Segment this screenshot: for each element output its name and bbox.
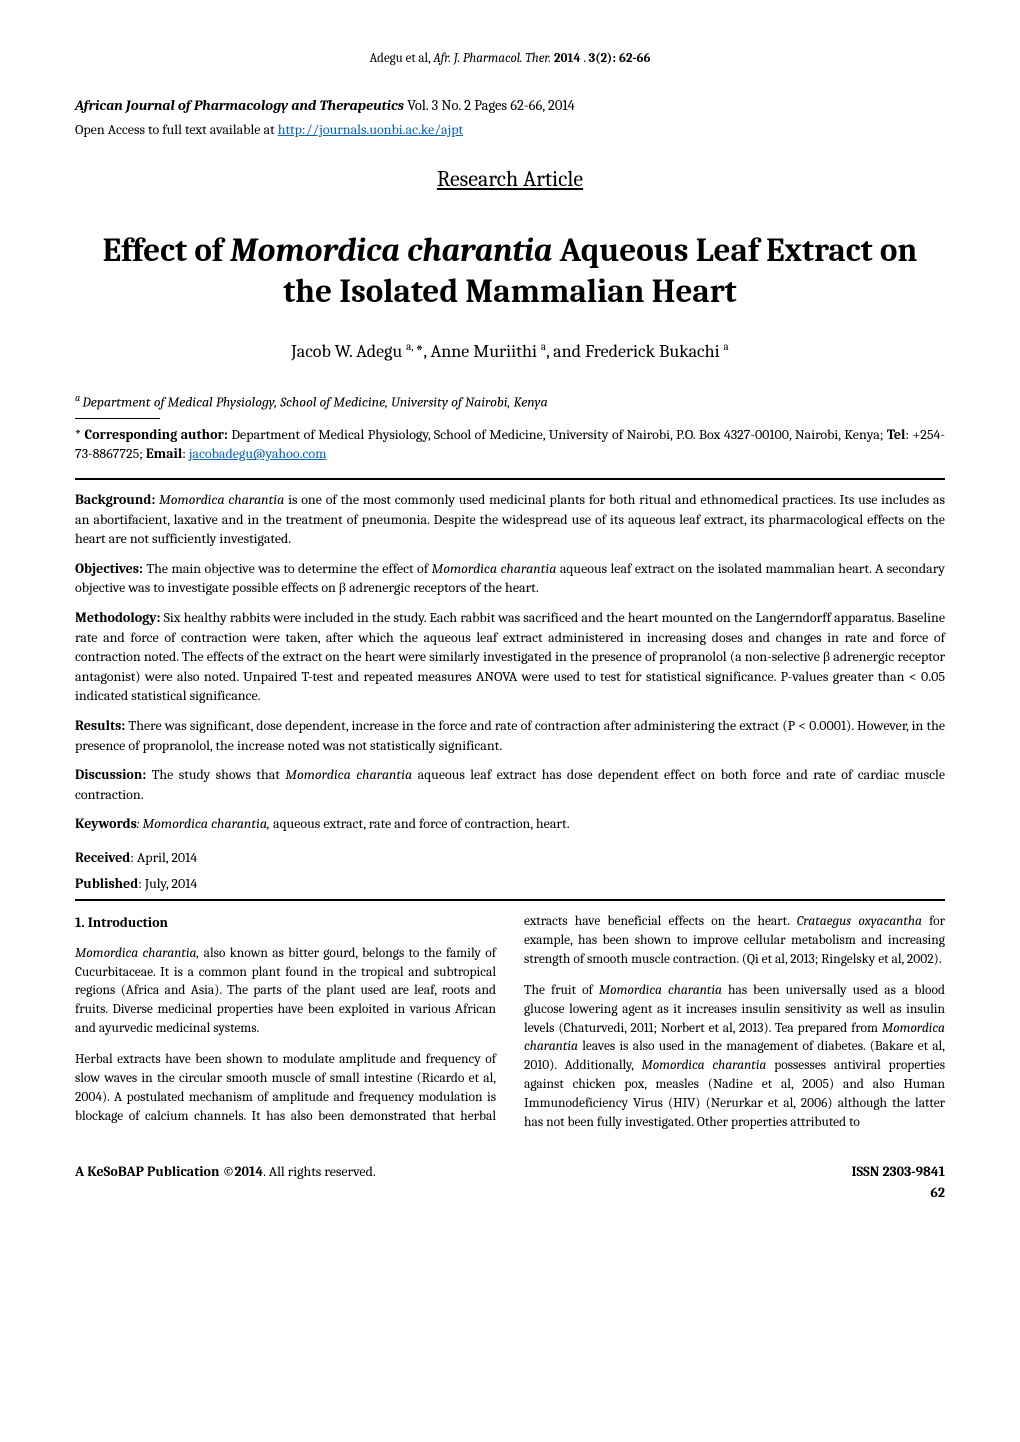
author-1-affil: a, [406,340,416,353]
title-pre: Effect of [103,232,230,270]
results-text: There was significant, dose dependent, i… [75,717,945,754]
p3-species3: Momordica charantia [641,1058,766,1073]
corr-tel-label: Tel [887,426,906,443]
short-rule [75,418,160,419]
received-value: : April, 2014 [130,849,197,866]
article-type: Research Article [75,164,945,195]
affiliation-text: Department of Medical Physiology, School… [82,393,547,410]
keywords-species: Momordica charantia, [142,815,269,832]
open-access-prefix: Open Access to full text available at [75,121,278,138]
results-heading: Results: [75,717,125,734]
received-date: Received: April, 2014 [75,848,945,868]
author-1-star: *, [416,341,431,362]
objectives-pre: The main objective was to determine the … [143,560,432,577]
abstract-results: Results: There was significant, dose dep… [75,716,945,755]
p3-species1: Momordica charantia [599,983,722,998]
footer-issn: ISSN 2303-9841 [852,1162,946,1182]
title-species: Momordica charantia [230,232,552,270]
journal-name: African Journal of Pharmacology and Ther… [75,97,404,114]
keywords-rest: aqueous extract, rate and force of contr… [270,815,570,832]
footer-publication: A KeSoBAP Publication ©2014 [75,1163,263,1180]
corr-email-link[interactable]: jacobadegu@yahoo.com [189,445,327,462]
background-species: Momordica charantia [159,491,284,508]
open-access-link[interactable]: http://journals.uonbi.ac.ke/ajpt [278,121,463,138]
keywords: Keywords: Momordica charantia, aqueous e… [75,814,945,834]
open-access-line: Open Access to full text available at ht… [75,120,945,140]
journal-citation-line: African Journal of Pharmacology and Ther… [75,96,945,116]
affiliation: a Department of Medical Physiology, Scho… [75,391,945,412]
running-head-authors: Adegu et al, [370,51,431,66]
keywords-heading: Keywords [75,815,137,832]
footer-rights: . All rights reserved. [263,1163,376,1180]
corr-text: Department of Medical Physiology, School… [228,426,887,443]
abstract-background: Background: Momordica charantia is one o… [75,490,945,549]
running-head: Adegu et al, Afr. J. Pharmacol. Ther. 20… [75,50,945,68]
running-head-journal: Afr. J. Pharmacol. Ther. [433,51,551,66]
body-p1: Momordica charantia, also known as bitte… [75,945,496,1039]
body-p3: The fruit of Momordica charantia has bee… [524,982,945,1133]
abstract-bottom-rule [75,899,945,901]
abstract-discussion: Discussion: The study shows that Momordi… [75,765,945,804]
published-label: Published [75,875,138,892]
article-body: 1. Introduction Momordica charantia, als… [75,913,945,1136]
methodology-text: Six healthy rabbits were included in the… [75,609,945,704]
objectives-species: Momordica charantia [432,560,557,577]
corr-email-sep: : [182,445,189,462]
intro-heading: 1. Introduction [75,913,496,933]
footer-left: A KeSoBAP Publication ©2014. All rights … [75,1162,376,1182]
corresponding-author: * Corresponding author: Department of Me… [75,425,945,464]
published-date: Published: July, 2014 [75,874,945,894]
corr-label: Corresponding author: [85,426,228,443]
corr-email-label: Email [146,445,182,462]
discussion-heading: Discussion: [75,766,146,783]
abstract-top-rule [75,478,945,480]
corr-star: * [75,426,85,443]
methodology-heading: Methodology: [75,609,160,626]
author-1: Jacob W. Adegu [291,341,406,362]
author-3-affil: a [724,340,729,353]
abstract-methodology: Methodology: Six healthy rabbits were in… [75,608,945,706]
p1-species: Momordica charantia, [75,946,199,961]
abstract-objectives: Objectives: The main objective was to de… [75,559,945,598]
p2-species: Crataegus oxyacantha [797,914,922,929]
running-head-volissue: 3(2): 62-66 [589,51,651,66]
background-heading: Background: [75,491,155,508]
discussion-pre: The study shows that [146,766,285,783]
author-2: Anne Muriithi [430,341,540,362]
received-label: Received [75,849,130,866]
page-number: 62 [75,1183,945,1203]
journal-vol-pages: Vol. 3 No. 2 Pages 62-66, 2014 [407,97,575,114]
objectives-heading: Objectives: [75,560,143,577]
page-footer: A KeSoBAP Publication ©2014. All rights … [75,1162,945,1182]
author-list: Jacob W. Adegu a, *, Anne Muriithi a , an… [75,339,945,364]
article-title: Effect of Momordica charantia Aqueous Le… [75,231,945,314]
discussion-species: Momordica charantia [285,766,412,783]
author-sep: , and [546,341,585,362]
author-3: Frederick Bukachi [585,341,724,362]
published-value: : July, 2014 [138,875,197,892]
running-head-year: 2014 [554,51,581,66]
p3-pre: The fruit of [524,983,599,998]
